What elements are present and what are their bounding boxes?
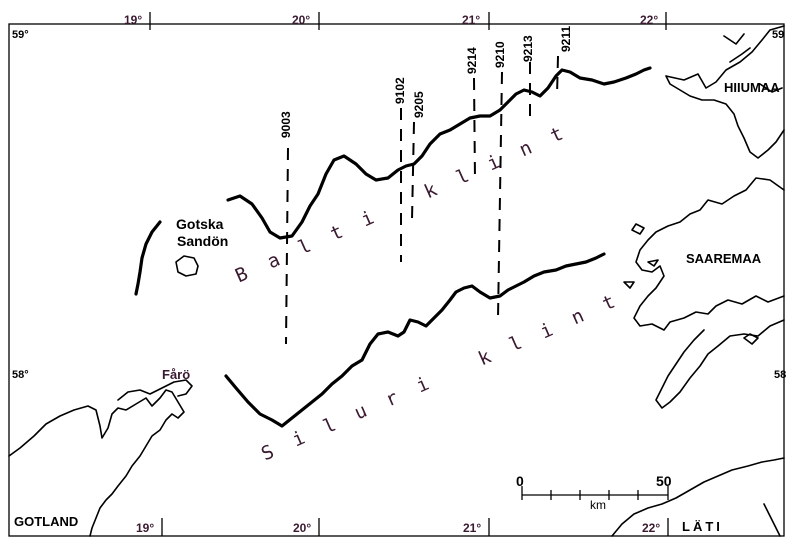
lon-label-21-top: 21° [462,13,481,27]
latvia-coastline-2 [763,503,781,537]
hiiumaa-detail [723,33,783,93]
region-label-gotska-line1: Gotska [176,216,224,232]
lon-label-22-bottom: 22° [642,521,661,535]
region-label-saaremaa: SAAREMAA [686,251,762,266]
lon-label-22-top: 22° [640,13,659,27]
lat-label-59-left: 59° [12,29,29,41]
siluri-klint-line [224,252,606,428]
region-label-gotland: GOTLAND [14,514,79,529]
region-label-lati: LÄTI [682,519,723,534]
profile-label-9210: 9210 [493,41,507,68]
scale-unit-label: km [590,498,606,512]
lon-label-19-bottom: 19° [136,521,155,535]
region-label-faro: Fårö [162,367,191,382]
scale-bar [521,486,669,500]
map-frame [8,23,785,537]
profile-9003-line [285,147,289,345]
region-label-hiiumaa: HIIUMAA [724,80,780,95]
gotska-sandon-island [175,255,199,277]
lat-label-59-right: 59 [772,29,785,41]
lat-label-58-right: 58 [774,369,787,381]
profile-9214-line [473,77,476,181]
profile-9211-line [556,55,559,97]
profile-9205-line [411,121,415,221]
seismic-profiles [285,55,559,345]
top-ticks [149,12,667,30]
profile-label-9003: 9003 [279,111,293,138]
latvia-coastline [611,457,785,537]
balti-klint-west-segment [134,220,162,296]
profile-label-9214: 9214 [465,47,479,74]
lon-label-20-bottom: 20° [293,521,312,535]
profile-label-9211: 9211 [559,25,573,52]
saaremaa-coastline [633,177,785,409]
scale-start-label: 0 [516,473,524,489]
saaremaa-islets [623,223,759,345]
faro-coastline [117,379,193,401]
profile-label-9213: 9213 [521,35,535,62]
region-label-gotska-line2: Sandön [177,233,229,249]
bottom-ticks [161,518,669,536]
profile-label-9205: 9205 [412,91,426,118]
lon-label-20-top: 20° [292,13,311,27]
lat-label-58-left: 58° [12,369,29,381]
gotland-coastline [8,389,185,537]
lon-label-21-bottom: 21° [463,521,482,535]
balti-klint-line [226,66,652,240]
lon-label-19-top: 19° [124,13,143,27]
hiiumaa-coastline [665,25,785,159]
profile-label-9102: 9102 [393,77,407,104]
scale-end-label: 50 [656,473,672,489]
